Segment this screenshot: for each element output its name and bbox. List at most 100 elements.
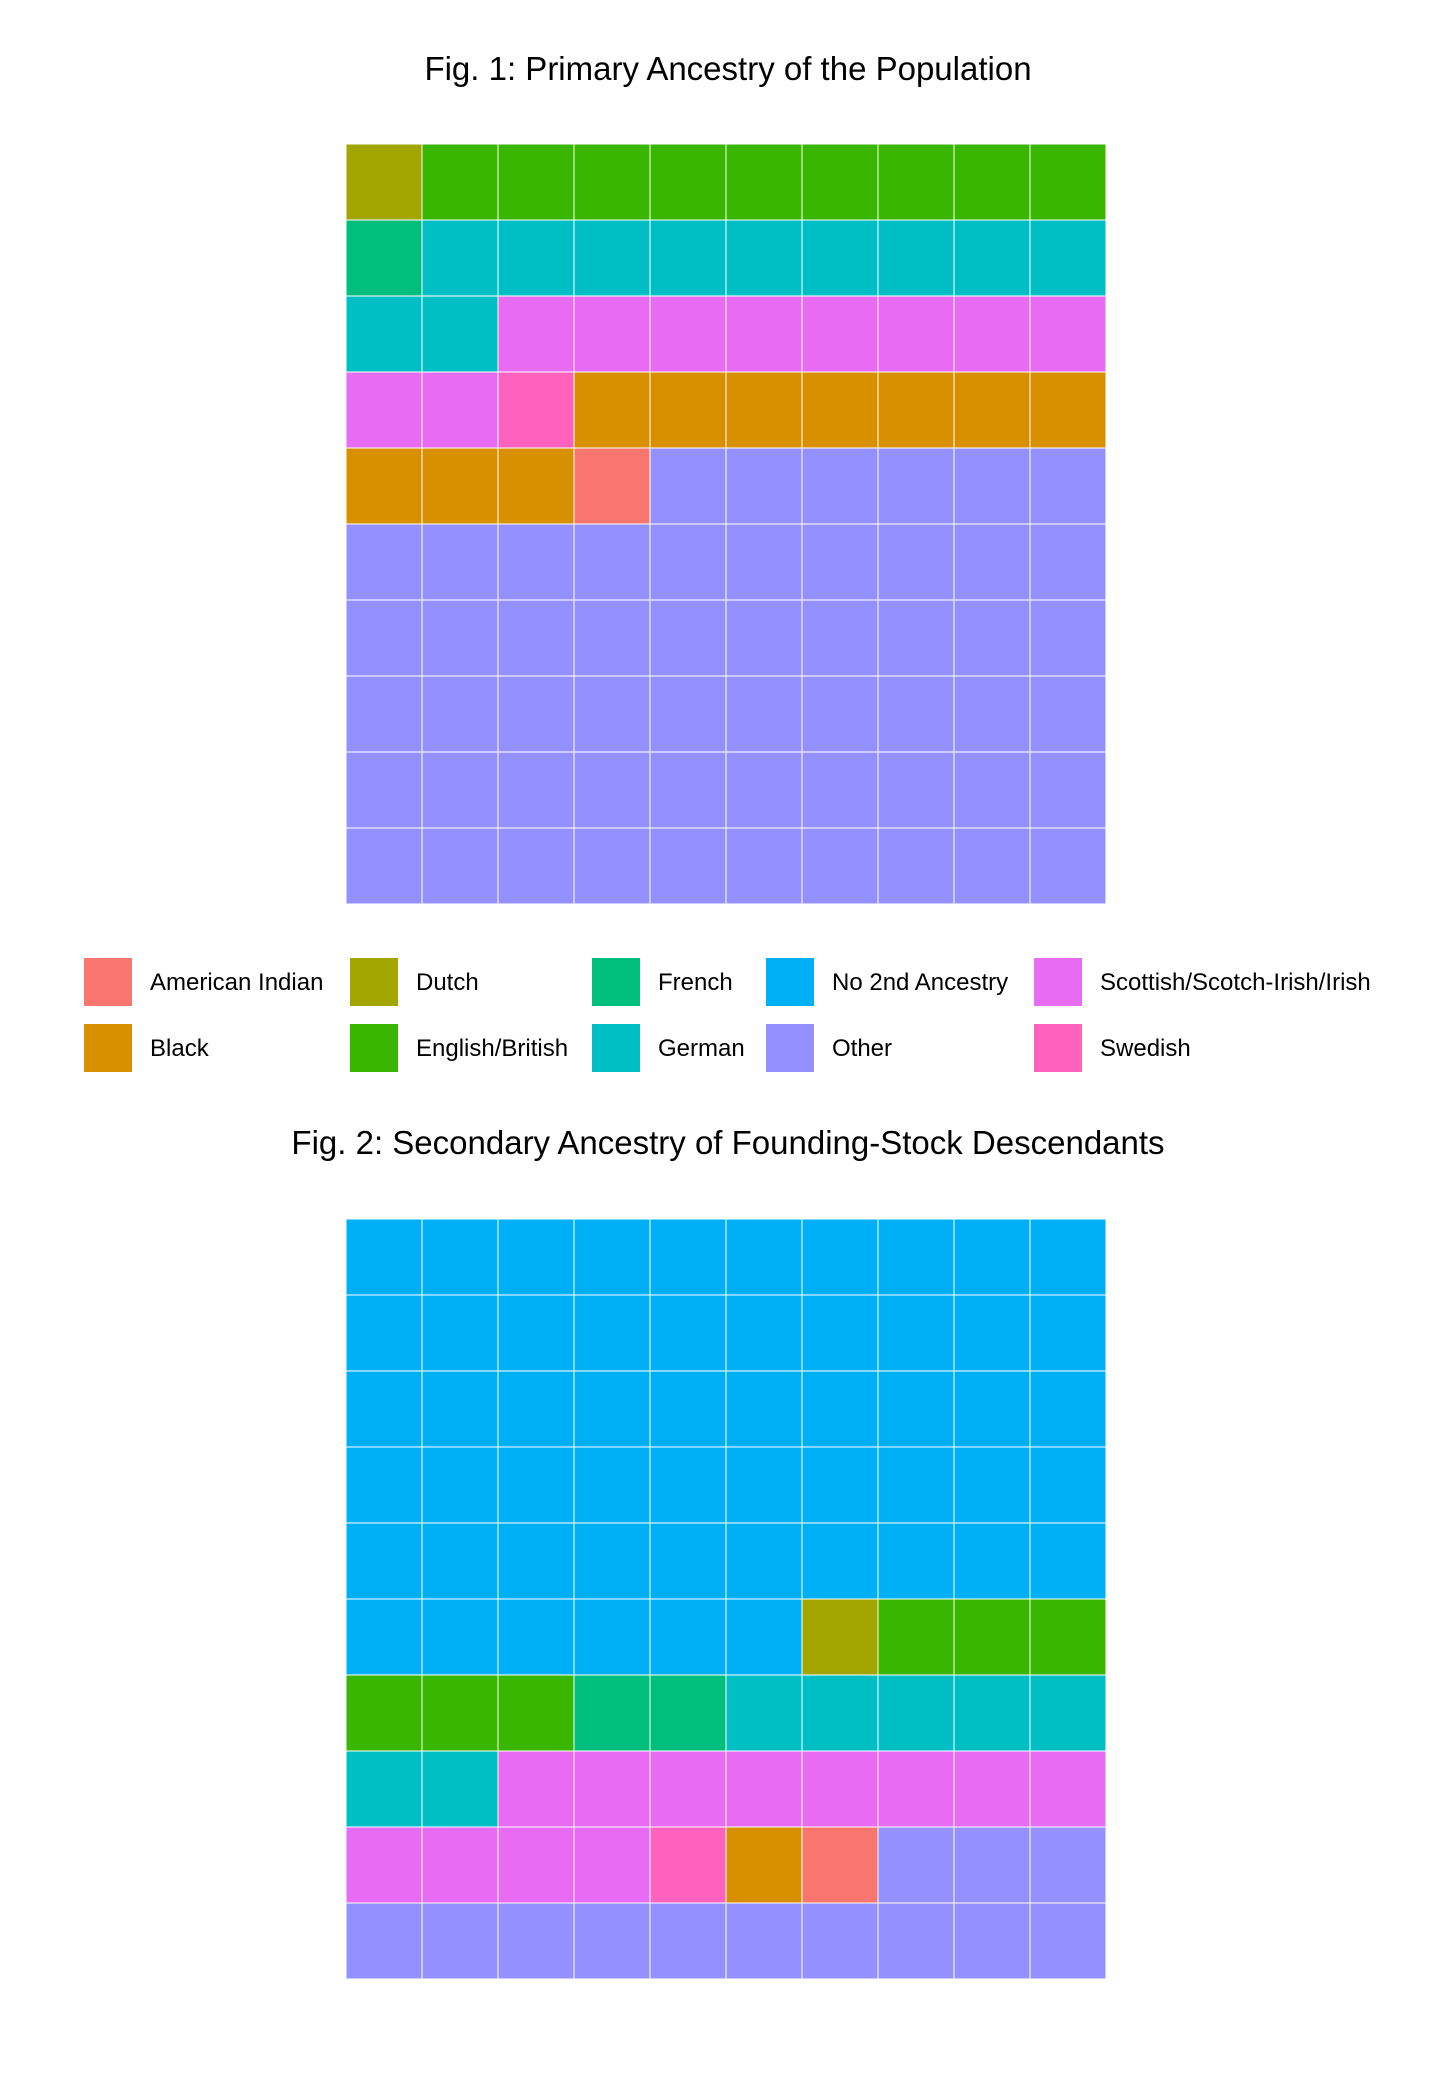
waffle-cell-french [573, 1674, 651, 1752]
waffle-cell-no-2nd-ancestry [649, 1598, 727, 1676]
waffle-cell-other [497, 675, 575, 753]
figure-1-title: Fig. 1: Primary Ancestry of the Populati… [424, 50, 1032, 87]
waffle-cell-other [573, 599, 651, 677]
waffle-cell-other [1029, 1826, 1106, 1904]
waffle-cell-other [801, 675, 879, 753]
waffle-cell-no-2nd-ancestry [725, 1598, 803, 1676]
waffle-cell-scottish-scotch-irish-irish [649, 1750, 727, 1828]
waffle-cell-no-2nd-ancestry [497, 1219, 575, 1296]
legend-label: Swedish [1100, 1035, 1191, 1062]
waffle-cell-no-2nd-ancestry [497, 1294, 575, 1372]
waffle-cell-other [421, 827, 499, 904]
waffle-cell-french [649, 1674, 727, 1752]
waffle-cell-english-british [953, 144, 1031, 221]
waffle-cell-no-2nd-ancestry [421, 1370, 499, 1448]
waffle-cell-other [953, 751, 1031, 829]
waffle-cell-german [877, 219, 955, 297]
waffle-cell-scottish-scotch-irish-irish [801, 1750, 879, 1828]
waffle-cell-other [497, 751, 575, 829]
waffle-cell-no-2nd-ancestry [346, 1522, 423, 1600]
waffle-cell-other [725, 1902, 803, 1979]
waffle-cell-scottish-scotch-irish-irish [1029, 1750, 1106, 1828]
waffle-cell-other [801, 447, 879, 525]
waffle-cell-other [877, 751, 955, 829]
waffle-cell-other [725, 523, 803, 601]
waffle-cell-english-british [421, 144, 499, 221]
waffle-cell-english-british [421, 1674, 499, 1752]
waffle-cell-other [877, 1826, 955, 1904]
waffle-cell-other [877, 827, 955, 904]
waffle-cell-black [346, 447, 423, 525]
waffle-cell-other [801, 1902, 879, 1979]
waffle-cell-no-2nd-ancestry [497, 1370, 575, 1448]
waffle-cell-other [725, 827, 803, 904]
waffle-cell-scottish-scotch-irish-irish [497, 295, 575, 373]
waffle-cell-english-british [649, 144, 727, 221]
waffle-cell-german [725, 219, 803, 297]
waffle-cell-german [421, 219, 499, 297]
waffle-cell-other [801, 599, 879, 677]
waffle-cell-german [725, 1674, 803, 1752]
waffle-cell-other [421, 599, 499, 677]
legend-label: No 2nd Ancestry [832, 969, 1009, 996]
waffle-cell-no-2nd-ancestry [346, 1370, 423, 1448]
legend-label: Dutch [416, 969, 479, 996]
legend-swatch [592, 1024, 640, 1072]
waffle-cell-no-2nd-ancestry [649, 1522, 727, 1600]
waffle-cell-english-british [346, 1674, 423, 1752]
waffle-cell-german [1029, 219, 1106, 297]
waffle-cell-no-2nd-ancestry [1029, 1370, 1106, 1448]
waffle-cell-german [877, 1674, 955, 1752]
waffle-cell-other [1029, 599, 1106, 677]
waffle-cell-other [421, 675, 499, 753]
figure-2-title: Fig. 2: Secondary Ancestry of Founding-S… [291, 1124, 1165, 1161]
waffle-cell-other [801, 751, 879, 829]
waffle-cell-no-2nd-ancestry [877, 1446, 955, 1524]
legend-label: Other [832, 1035, 893, 1062]
waffle-cell-no-2nd-ancestry [573, 1446, 651, 1524]
waffle-cell-english-british [953, 1598, 1031, 1676]
waffle-cell-german [421, 295, 499, 373]
waffle-cell-american-indian [801, 1826, 879, 1904]
waffle-cell-german [1029, 1674, 1106, 1752]
waffle-cell-no-2nd-ancestry [1029, 1522, 1106, 1600]
waffle-cell-no-2nd-ancestry [421, 1446, 499, 1524]
waffle-cell-other [649, 523, 727, 601]
waffle-cell-scottish-scotch-irish-irish [1029, 295, 1106, 373]
waffle-cell-other [649, 827, 727, 904]
waffle-cell-no-2nd-ancestry [725, 1219, 803, 1296]
legend: American Indian Black Dutch English/Brit… [84, 958, 1414, 1078]
waffle-cell-scottish-scotch-irish-irish [649, 295, 727, 373]
waffle-cell-other [725, 599, 803, 677]
waffle-cell-other [725, 751, 803, 829]
waffle-cell-german [801, 1674, 879, 1752]
waffle-cell-dutch [346, 144, 423, 221]
waffle-cell-no-2nd-ancestry [953, 1522, 1031, 1600]
waffle-cell-other [421, 1902, 499, 1979]
legend-swatch [592, 958, 640, 1006]
waffle-cell-other [346, 1902, 423, 1979]
waffle-cell-swedish [497, 371, 575, 449]
waffle-cell-other [953, 1826, 1031, 1904]
waffle-cell-no-2nd-ancestry [801, 1446, 879, 1524]
waffle-cell-no-2nd-ancestry [497, 1598, 575, 1676]
waffle-cell-other [346, 675, 423, 753]
waffle-cell-german [497, 219, 575, 297]
waffle-cell-no-2nd-ancestry [573, 1522, 651, 1600]
waffle-cell-german [649, 219, 727, 297]
waffle-cell-german [421, 1750, 499, 1828]
waffle-cell-german [801, 219, 879, 297]
waffle-cell-other [953, 447, 1031, 525]
waffle-cell-scottish-scotch-irish-irish [497, 1826, 575, 1904]
waffle-cell-english-british [573, 144, 651, 221]
waffle-cell-french [346, 219, 423, 297]
waffle-cell-no-2nd-ancestry [725, 1446, 803, 1524]
waffle-cell-other [877, 599, 955, 677]
waffle-cell-no-2nd-ancestry [421, 1294, 499, 1372]
legend-swatch [766, 958, 814, 1006]
waffle-cell-german [346, 1750, 423, 1828]
waffle-cell-other [877, 447, 955, 525]
waffle-cell-other [573, 827, 651, 904]
legend-swatch [766, 1024, 814, 1072]
waffle-cell-no-2nd-ancestry [725, 1522, 803, 1600]
